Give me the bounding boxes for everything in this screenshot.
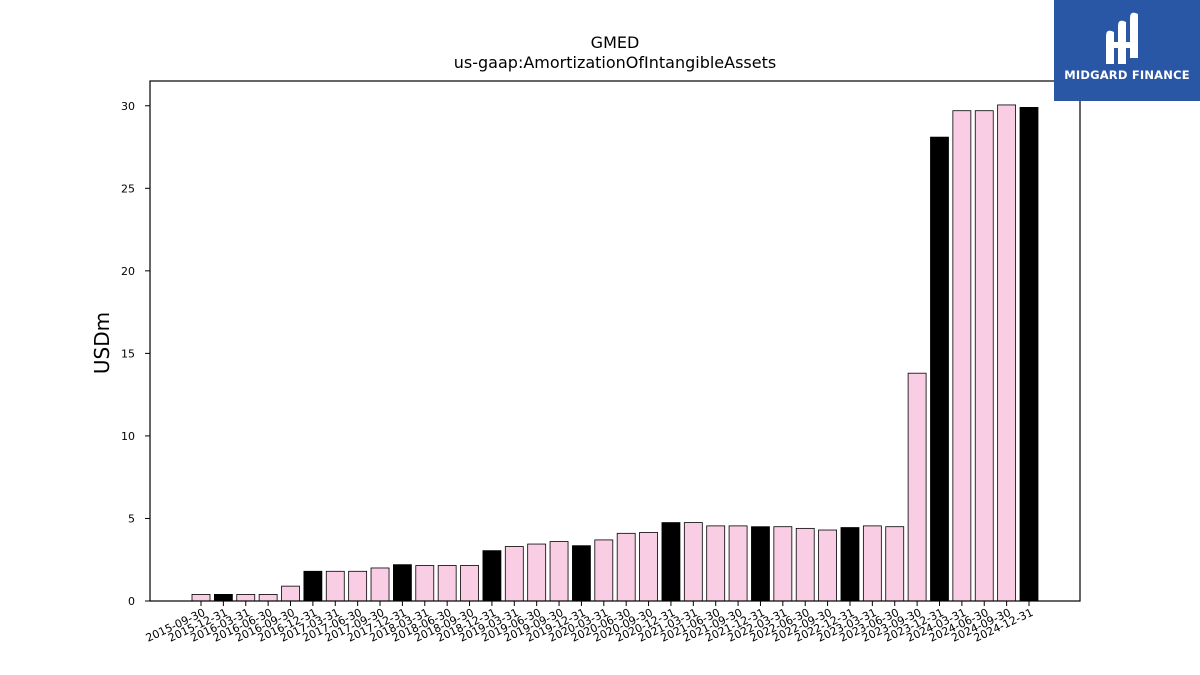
bar bbox=[348, 570, 368, 602]
y-tick-label: 5 bbox=[128, 512, 135, 525]
bar bbox=[482, 550, 502, 602]
bar bbox=[572, 545, 591, 602]
bar bbox=[594, 539, 614, 602]
bar bbox=[997, 104, 1017, 602]
bar bbox=[974, 110, 994, 602]
y-tick-label: 10 bbox=[121, 430, 135, 443]
logo-text: MIDGARD FINANCE bbox=[1064, 68, 1190, 82]
bar bbox=[460, 565, 479, 602]
bar bbox=[504, 546, 524, 602]
bar bbox=[325, 570, 345, 602]
bar bbox=[1019, 107, 1039, 602]
x-axis: 2015-09-302015-12-312016-03-312016-06-30… bbox=[144, 601, 1035, 645]
midgard-finance-logo[interactable]: MIDGARD FINANCE bbox=[1054, 0, 1200, 101]
bar bbox=[303, 570, 323, 602]
bar bbox=[885, 526, 905, 602]
bar bbox=[191, 594, 211, 602]
bars-group bbox=[191, 104, 1039, 602]
bar bbox=[818, 529, 837, 602]
bar bbox=[706, 525, 726, 602]
bar bbox=[281, 585, 300, 602]
chart-title: GMED bbox=[591, 33, 640, 52]
bar bbox=[213, 594, 233, 602]
bar bbox=[907, 372, 927, 602]
bar bbox=[616, 532, 636, 602]
bar bbox=[549, 541, 569, 602]
chart-subtitle: us-gaap:AmortizationOfIntangibleAssets bbox=[454, 53, 776, 72]
bar bbox=[437, 565, 457, 602]
bar bbox=[952, 110, 972, 602]
bar bbox=[236, 594, 256, 602]
y-tick-label: 15 bbox=[121, 347, 135, 360]
y-axis-label: USDm bbox=[90, 312, 114, 374]
bar bbox=[773, 526, 793, 602]
bar bbox=[527, 543, 547, 602]
y-tick-label: 30 bbox=[121, 100, 135, 113]
bar bbox=[415, 565, 435, 602]
bar bbox=[751, 526, 770, 602]
midgard-logo-icon bbox=[1106, 12, 1138, 65]
plot-frame bbox=[149, 80, 1081, 602]
bar bbox=[393, 564, 412, 602]
y-tick-label: 25 bbox=[121, 182, 135, 195]
bar bbox=[258, 594, 278, 602]
bar bbox=[862, 525, 882, 602]
bar bbox=[930, 136, 949, 602]
bar bbox=[639, 532, 658, 602]
bar bbox=[728, 525, 748, 602]
bar bbox=[370, 567, 390, 602]
y-axis: 0 5 10 15 20 25 30 bbox=[121, 100, 150, 608]
bar bbox=[683, 522, 703, 602]
bar bbox=[661, 522, 681, 602]
bar bbox=[795, 527, 815, 602]
y-tick-label: 0 bbox=[128, 595, 135, 608]
bar bbox=[840, 527, 860, 602]
y-tick-label: 20 bbox=[121, 265, 135, 278]
